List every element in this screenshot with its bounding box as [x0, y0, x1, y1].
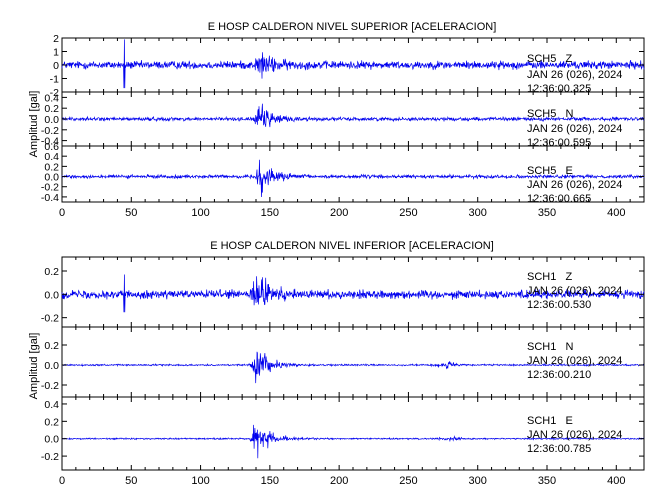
series-line	[61, 424, 645, 459]
x-tick-label: 150	[261, 207, 279, 219]
y-tick-label: 0.4	[44, 92, 59, 104]
y-tick-label: 0.0	[44, 172, 59, 184]
y-tick-label: 0.0	[44, 114, 59, 126]
channel-label: SCH5 E	[527, 165, 573, 177]
date-label: JAN 26 (026), 2024	[527, 179, 622, 191]
y-ticks: 0.60.40.20.0-0.2-0.4	[41, 141, 645, 204]
x-tick-label: 350	[538, 475, 556, 487]
x-tick-label: 200	[330, 475, 348, 487]
y-ticks: 0.4 0.2 0.0 -0.2	[41, 397, 645, 470]
y-axis-label: Amplitud [gal]	[28, 91, 40, 158]
x-tick-label: 100	[191, 207, 209, 219]
x-tick-label: 50	[125, 475, 137, 487]
trace-group	[61, 159, 645, 198]
y-tick-label: 2	[53, 33, 59, 45]
y-tick-label: -0.2	[41, 380, 59, 392]
chart-nivel-inferior: E HOSP CALDERON NIVEL INFERIOR [ACELERAC…	[28, 240, 645, 487]
time-label: 12:36:00.595	[527, 137, 591, 149]
x-tick-label: 250	[399, 207, 417, 219]
y-tick-label: 0.0	[44, 360, 59, 372]
y-tick-label: 1	[53, 47, 59, 59]
channel-label: SCH1 E	[527, 415, 573, 427]
x-tick-label: 200	[330, 207, 348, 219]
chart-nivel-superior: E HOSP CALDERON NIVEL SUPERIOR [ACELERAC…	[28, 21, 645, 219]
panel-sch5-e: 0.60.40.20.0-0.2-0.4 SCH5 E JAN 26 (026)…	[41, 141, 645, 205]
y-tick-label: 0.0	[44, 289, 59, 301]
date-label: JAN 26 (026), 2024	[527, 123, 622, 135]
date-label: JAN 26 (026), 2024	[527, 69, 622, 81]
y-tick-label: -0.4	[41, 192, 59, 204]
x-tick-label: 400	[607, 207, 625, 219]
time-label: 12:36:00.210	[527, 369, 591, 381]
y-tick-label: -0.2	[41, 451, 59, 463]
panel-sch1-z: 0.2 0.0 -0.2 SCH1 Z JAN 26 (026), 2024 12:…	[41, 256, 645, 328]
y-tick-label: -1	[50, 74, 59, 86]
y-tick-label: -0.4	[41, 136, 59, 148]
channel-label: SCH1 Z	[527, 271, 573, 283]
y-tick-label: 0	[53, 60, 59, 72]
trace-group	[61, 351, 645, 384]
y-tick-label: 0.4	[44, 151, 59, 163]
series-line	[61, 274, 645, 313]
trace-group	[61, 39, 645, 89]
y-tick-label: 0.2	[44, 161, 59, 173]
y-tick-label: 0.2	[44, 416, 59, 428]
panel-sch5-n: 0.40.20.0-0.2-0.4 SCH5 N JAN 26 (026), 2…	[41, 91, 645, 149]
time-label: 12:36:00.665	[527, 193, 591, 205]
y-tick-label: 0.2	[44, 266, 59, 278]
channel-label: SCH5 Z	[527, 53, 573, 65]
x-tick-label: 0	[59, 207, 65, 219]
x-tick-label: 0	[59, 475, 65, 487]
x-tick-label: 350	[538, 207, 556, 219]
panel-sch1-e: 0.40.20.0-0.2 SCH1 E JAN 26 (026), 2024 …	[41, 396, 645, 471]
x-tick-label: 400	[607, 475, 625, 487]
trace-group	[61, 274, 645, 313]
series-line	[61, 39, 645, 89]
y-ticks: 0.2 0.0 -0.2	[41, 327, 645, 397]
y-tick-label: -2	[50, 87, 59, 99]
x-tick-label: 150	[261, 475, 279, 487]
time-label: 12:36:00.785	[527, 443, 591, 455]
series-line	[61, 351, 645, 384]
y-ticks: 0.2 0.0 -0.2	[41, 257, 645, 327]
y-axis-label: Amplitud [gal]	[28, 333, 40, 400]
trace-group	[61, 424, 645, 459]
panel-sch5-z: 2 10 -1-2 SCH5 Z JAN 26 (026), 2024 12:36:…	[50, 33, 645, 99]
y-tick-label: -0.2	[41, 313, 59, 325]
y-tick-label: 0.4	[44, 399, 59, 411]
y-ticks: 0.40.20.0-0.2-0.4	[41, 92, 645, 148]
x-tick-label: 300	[469, 475, 487, 487]
trace-group	[61, 103, 645, 128]
x-tick-label: 50	[125, 207, 137, 219]
y-tick-label: 0.2	[44, 103, 59, 115]
x-tick-label: 250	[399, 475, 417, 487]
y-tick-label: -0.2	[41, 125, 59, 137]
x-tick-label: 100	[191, 475, 209, 487]
date-label: JAN 26 (026), 2024	[527, 429, 622, 441]
time-label: 12:36:00.325	[527, 83, 591, 95]
time-label: 12:36:00.530	[527, 299, 591, 311]
x-axis-ticks: 0 50 100 150 200 250 300 350 400	[59, 475, 626, 487]
y-tick-label: 0.2	[44, 340, 59, 352]
channel-label: SCH1 N	[527, 341, 574, 353]
date-label: JAN 26 (026), 2024	[527, 355, 622, 367]
x-axis-ticks: 0 50 100 150 200 250 300 350 400	[59, 207, 626, 219]
y-tick-label: 0.0	[44, 434, 59, 446]
chart-title: E HOSP CALDERON NIVEL SUPERIOR [ACELERAC…	[208, 21, 497, 33]
date-label: JAN 26 (026), 2024	[527, 285, 622, 297]
y-tick-label: 0.6	[44, 141, 59, 153]
channel-label: SCH5 N	[527, 108, 574, 120]
series-line	[61, 159, 645, 198]
y-tick-label: -0.2	[41, 182, 59, 194]
series-line	[61, 103, 645, 128]
x-tick-label: 300	[469, 207, 487, 219]
panel-sch1-n: 0.2 0.0 -0.2 SCH1 N JAN 26 (026), 2024 12:…	[41, 326, 645, 398]
chart-title: E HOSP CALDERON NIVEL INFERIOR [ACELERAC…	[210, 240, 494, 252]
